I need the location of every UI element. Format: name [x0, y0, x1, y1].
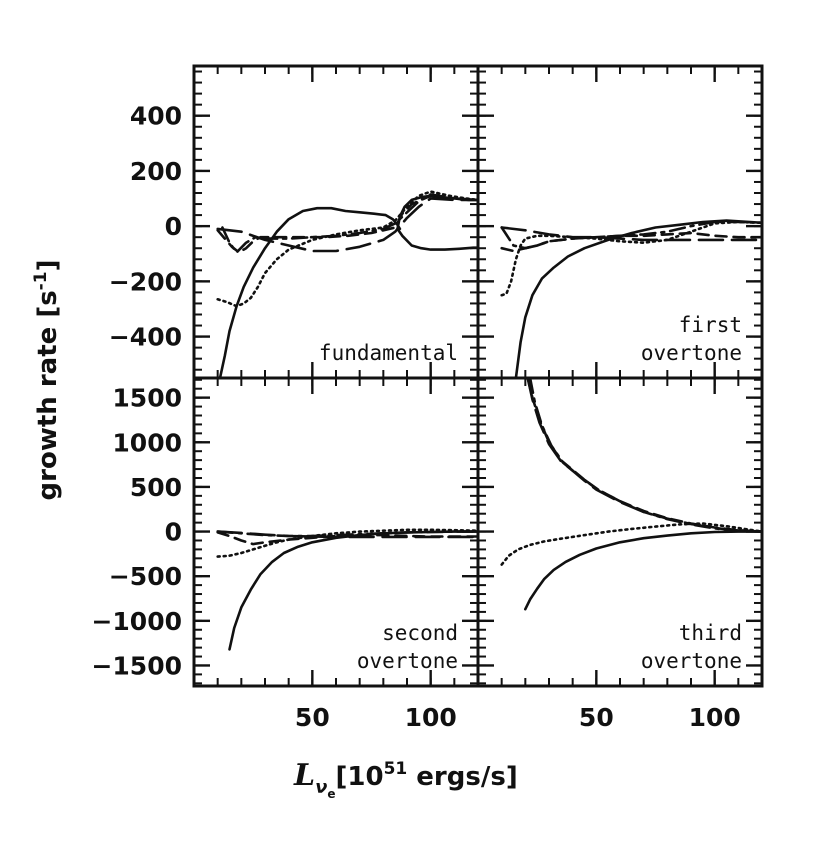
y-tick-label: 400: [130, 102, 182, 131]
y-tick-label: 200: [130, 157, 182, 186]
panel-label-top-right: overtone: [641, 341, 742, 365]
series-dash-dot: [221, 193, 478, 254]
y-tick-label: 500: [130, 473, 182, 502]
y-tick-label: −1000: [91, 607, 182, 636]
panel-top-right: first overtone: [476, 64, 764, 380]
panel-label-bottom-right: overtone: [641, 649, 742, 673]
panel-label-bottom-right: third: [679, 621, 742, 645]
series-group: [500, 378, 762, 611]
y-tick-label: −1500: [91, 651, 182, 680]
panel-label-bottom-left: second: [382, 621, 458, 645]
y-tick-label: 1000: [112, 428, 182, 457]
panel-label-bottom-left: overtone: [357, 649, 458, 673]
series-group: [216, 190, 478, 378]
series-dotted: [216, 190, 478, 308]
series-dash-dot: [500, 220, 762, 250]
x-tick-label: 100: [405, 703, 457, 732]
panel-frame: [192, 64, 480, 380]
series-dotted: [500, 220, 762, 297]
x-axis-title-sup: 51: [384, 759, 408, 779]
panel-label-top-left: fundamental: [319, 341, 458, 365]
x-axis-title-symbol: L: [293, 758, 315, 793]
panel-label-top-right: first: [679, 313, 742, 337]
x-tick-label: 50: [295, 703, 330, 732]
x-tick-label: 100: [689, 703, 741, 732]
series-dash-dot: [216, 530, 478, 538]
y-tick-label: −400: [109, 323, 182, 352]
x-axis-title: Lνe[1051 ergs/s]: [293, 758, 518, 801]
series-group: [500, 219, 762, 378]
x-axis-title-bracket: [10: [336, 762, 384, 792]
y-tick-label: 1500: [112, 384, 182, 413]
y-tick-label: −200: [109, 267, 182, 296]
series-dotted: [216, 528, 478, 558]
series-solid-branch-b: [396, 227, 478, 251]
y-axis-title: growth rate [s-1]: [31, 260, 63, 501]
panel-bottom-right: 50 100 third overtone: [476, 376, 764, 732]
series-dotted: [500, 522, 762, 566]
x-axis-title-subsub: e: [327, 787, 335, 801]
panel-bottom-left: 1500 1000 500 0 −500 −1000 −1500 50 100 second ove…: [91, 376, 480, 732]
y-tick-label: 0: [165, 212, 182, 241]
y-axis-title-unit: [s: [33, 290, 63, 317]
series-long-dashed: [216, 197, 478, 253]
y-axis-title-close: ]: [33, 260, 63, 272]
series-long-dashed: [526, 378, 762, 533]
x-axis-title-unit: ergs/s]: [407, 762, 517, 792]
y-axis-title-sup: -1: [31, 271, 51, 290]
x-axis-title-sub: ν: [315, 777, 327, 798]
series-dash-dot: [528, 378, 762, 533]
series-group: [216, 528, 478, 651]
x-tick-label: 50: [579, 703, 614, 732]
panel-top-left: 400 200 0 −200 −400 fundamental: [109, 64, 480, 380]
y-axis-title-main: growth rate: [33, 318, 63, 501]
y-tick-label: 0: [165, 518, 182, 547]
y-tick-label: −500: [109, 562, 182, 591]
series-dashed: [216, 194, 478, 254]
series-long-dashed: [500, 226, 762, 242]
series-dashed: [526, 378, 762, 533]
panel-frame: [476, 376, 764, 688]
series-solid: [524, 530, 762, 611]
